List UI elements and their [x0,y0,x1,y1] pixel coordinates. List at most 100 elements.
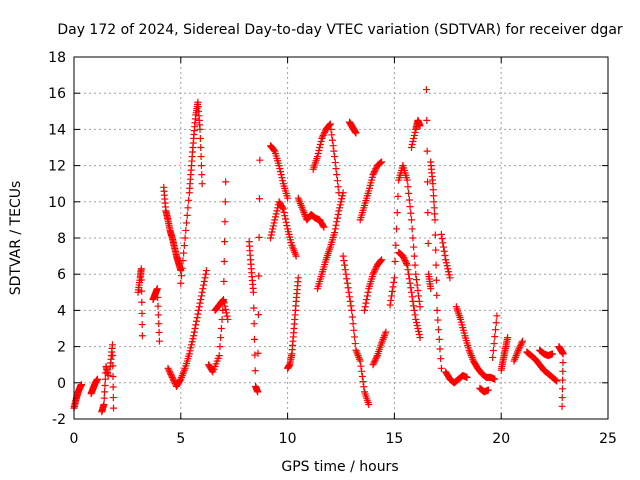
data-point [348,313,356,321]
data-point [177,279,185,287]
data-point [110,404,118,412]
data-point [179,257,187,265]
data-point [269,225,277,233]
data-point [255,233,263,241]
data-point [254,388,262,396]
data-point [332,221,340,229]
data-point [255,272,263,280]
data-point [404,183,412,191]
data-point [416,334,424,342]
data-point [183,211,191,219]
data-point [370,359,378,367]
data-point [221,238,229,246]
data-point [329,142,337,150]
data-point [100,401,108,409]
data-point [489,347,497,355]
data-point [195,303,203,311]
data-point [277,171,285,179]
data-point [369,361,377,369]
data-point [190,332,198,340]
data-point [316,144,324,151]
data-point [279,204,287,212]
data-point [437,355,445,363]
data-point [333,214,341,222]
data-point [153,285,161,293]
series-arc-p [294,194,328,231]
series-arc-ab [422,86,435,293]
data-point [250,320,258,328]
data-point [181,234,189,242]
data-point [424,239,432,247]
y-tick-label: 18 [48,50,66,66]
data-point [220,258,228,266]
data-point [432,276,440,284]
data-point [553,377,561,385]
data-point [484,386,492,394]
data-point [493,312,501,320]
data-point [378,158,386,166]
data-point [430,192,438,200]
data-point [372,264,380,272]
data-point [388,287,396,295]
series-arc-ac [427,158,445,372]
data-point [176,376,184,384]
data-point [333,171,341,179]
data-point [346,297,354,305]
data-point [192,321,200,329]
data-point [256,156,264,164]
data-point [360,383,368,391]
data-point [331,159,339,167]
data-point [338,192,346,200]
data-point [422,86,430,94]
data-point [201,274,209,282]
data-point [429,186,437,194]
data-point [185,196,193,204]
data-point [410,131,418,139]
data-point [222,309,230,317]
data-point [408,225,416,233]
data-point [137,265,145,273]
data-point [412,315,420,323]
data-point [414,286,422,294]
series-arc-al [536,346,556,360]
data-point [250,304,258,312]
data-point [401,257,409,265]
data-point [357,362,365,370]
data-point [216,343,224,351]
data-point [424,178,432,186]
data-point [559,367,567,375]
data-point [276,168,284,176]
data-point [346,293,354,301]
data-point [335,207,343,215]
series-arc-u [356,158,386,224]
series-arc-ai [497,334,512,374]
data-point [377,257,385,265]
data-point [400,255,408,263]
data-point [403,261,411,269]
data-point [391,258,399,266]
data-point [369,171,377,179]
data-point [376,159,384,167]
data-point [370,169,378,177]
data-point [191,325,199,332]
data-point [363,292,371,300]
data-point [403,260,411,268]
data-point [340,257,348,265]
data-point [410,134,418,142]
x-tick-label: 0 [70,431,79,447]
series-arc-v [360,256,386,314]
y-tick-label: 10 [48,195,66,211]
data-point [337,198,345,206]
data-point [463,373,471,381]
data-point [221,302,229,310]
data-point [197,153,205,161]
data-point [100,394,108,402]
data-point [408,293,416,301]
data-point [352,129,360,137]
data-point [178,272,186,280]
data-point [198,171,206,179]
data-point [429,180,437,188]
data-point [166,369,174,377]
